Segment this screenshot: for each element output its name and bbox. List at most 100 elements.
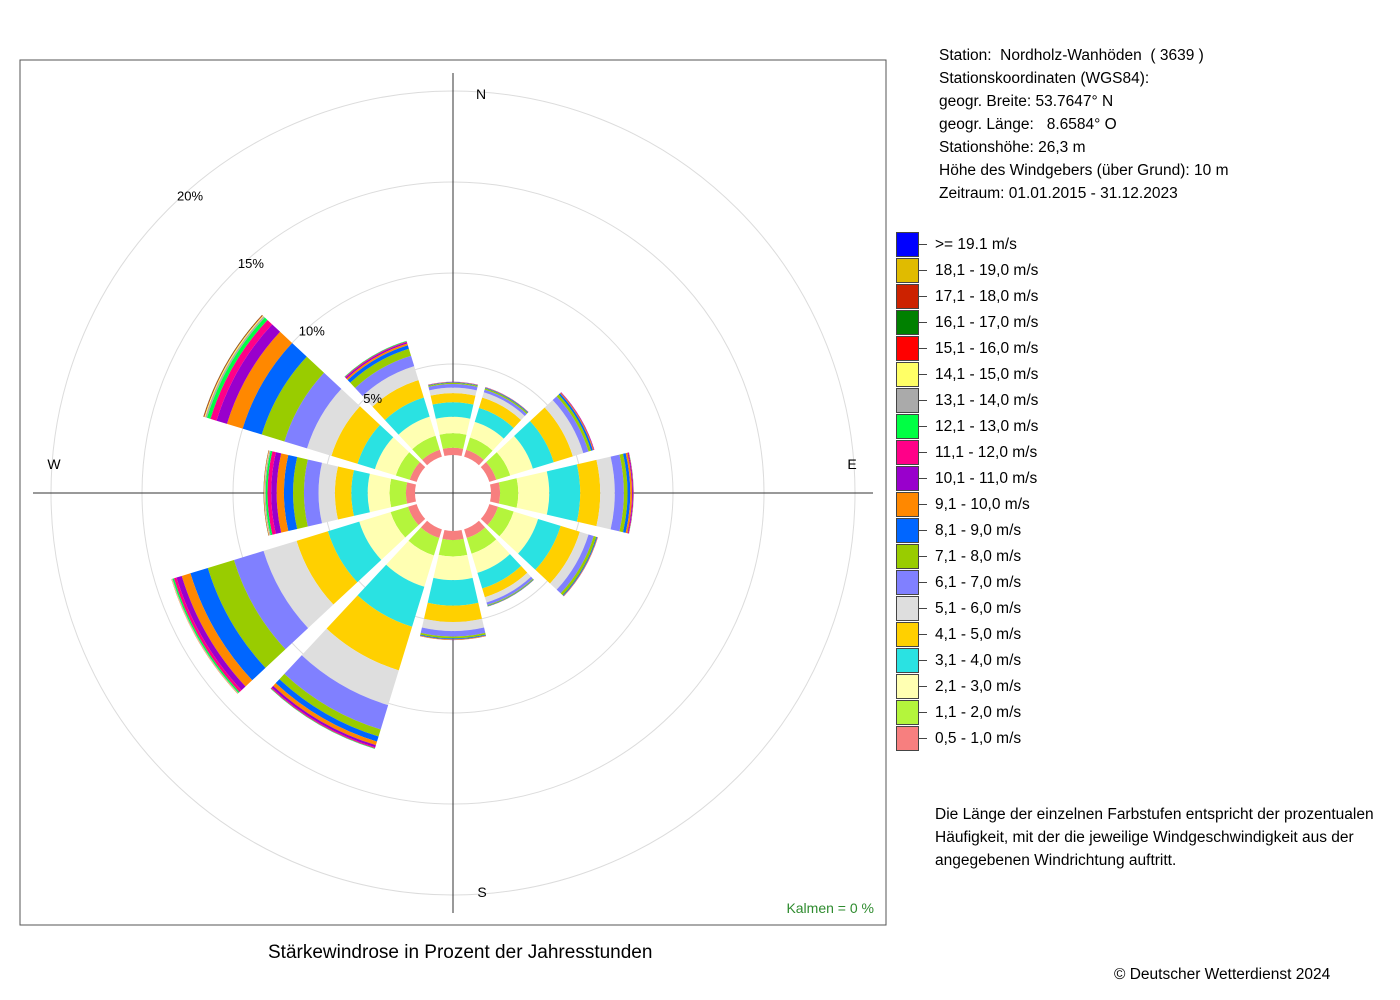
segment-210-0 xyxy=(420,520,442,539)
legend-swatch xyxy=(896,622,919,647)
legend-label: >= 19.1 m/s xyxy=(935,236,1017,253)
segment-30-5 xyxy=(482,392,525,420)
segment-240-0 xyxy=(407,504,426,526)
legend-tick xyxy=(919,322,927,323)
station-info: Station: Nordholz-Wanhöden ( 3639 ) Stat… xyxy=(939,44,1228,205)
legend-label: 7,1 - 8,0 m/s xyxy=(935,548,1022,565)
legend-swatch xyxy=(896,726,919,751)
legend-label: 8,1 - 9,0 m/s xyxy=(935,522,1022,539)
segment-270-6 xyxy=(303,459,322,527)
segment-0-8 xyxy=(428,382,478,386)
legend-label: 3,1 - 4,0 m/s xyxy=(935,652,1022,669)
segment-270-2 xyxy=(367,473,392,513)
segment-270-9 xyxy=(276,453,289,533)
segment-90-2 xyxy=(516,471,550,515)
wedge-150 xyxy=(464,520,535,607)
segment-180-6 xyxy=(420,627,486,637)
ring-label-20: 20% xyxy=(177,188,203,203)
segment-90-9 xyxy=(625,452,633,534)
compass-N: N xyxy=(476,86,486,102)
segment-210-5 xyxy=(301,628,399,706)
segment-120-5 xyxy=(550,531,589,590)
segment-30-6 xyxy=(483,389,527,416)
legend-label: 0,5 - 1,0 m/s xyxy=(935,730,1022,747)
legend-tick xyxy=(919,686,927,687)
segment-120-3 xyxy=(518,519,561,570)
segment-330-8 xyxy=(347,345,409,383)
wedge-120 xyxy=(480,504,598,597)
legend-swatch xyxy=(896,362,919,387)
segment-60-5 xyxy=(544,400,584,457)
segment-300-7 xyxy=(261,356,325,442)
wedge-270 xyxy=(263,450,416,536)
segment-0-7 xyxy=(428,382,478,387)
segment-60-1 xyxy=(486,452,511,480)
segment-270-12 xyxy=(265,450,273,536)
ring-label-15: 15% xyxy=(238,256,264,271)
segment-270-11 xyxy=(267,451,276,535)
segment-180-4 xyxy=(423,602,483,622)
segment-210-4 xyxy=(326,595,413,671)
segment-270-8 xyxy=(283,454,298,532)
wedge-0 xyxy=(427,381,479,456)
wedge-300 xyxy=(203,314,426,482)
segment-150-2 xyxy=(471,539,510,573)
segment-120-1 xyxy=(487,506,514,537)
segment-240-5 xyxy=(263,540,334,629)
segment-0-2 xyxy=(435,416,471,435)
segment-90-11 xyxy=(628,452,634,534)
legend-label: 2,1 - 3,0 m/s xyxy=(935,678,1022,695)
segment-90-12 xyxy=(628,452,634,534)
ring-label-5: 5% xyxy=(363,391,382,406)
legend-swatch xyxy=(896,232,919,257)
segment-300-0 xyxy=(409,462,426,482)
segment-270-5 xyxy=(318,462,338,524)
legend-swatch xyxy=(896,492,919,517)
legend-swatch xyxy=(896,336,919,361)
segment-300-11 xyxy=(210,319,273,421)
segment-270-15 xyxy=(263,450,269,536)
segment-300-12 xyxy=(206,317,268,419)
segment-90-4 xyxy=(576,459,601,527)
station-name: Station: Nordholz-Wanhöden ( 3639 ) xyxy=(939,47,1204,64)
segment-270-7 xyxy=(293,457,308,529)
segment-240-10 xyxy=(176,575,246,691)
segment-30-3 xyxy=(474,407,514,439)
segment-0-10 xyxy=(427,381,479,385)
segment-300-9 xyxy=(226,331,293,429)
segment-150-3 xyxy=(477,554,522,589)
ring-labels: 5% 10% 15% 20% xyxy=(177,188,383,406)
segment-180-0 xyxy=(442,530,464,541)
anemometer-height: Höhe des Windgebers (über Grund): 10 m xyxy=(939,162,1229,179)
legend-tick xyxy=(919,348,927,349)
legend-swatch xyxy=(896,414,919,439)
segment-0-4 xyxy=(430,393,476,405)
legend-swatch xyxy=(896,518,919,543)
legend-tick xyxy=(919,296,927,297)
segment-180-8 xyxy=(420,634,486,640)
segment-90-0 xyxy=(490,482,501,504)
segment-210-2 xyxy=(386,540,434,587)
segment-0-6 xyxy=(428,384,478,391)
segment-90-3 xyxy=(546,464,581,522)
legend-label: 6,1 - 7,0 m/s xyxy=(935,574,1022,591)
station-latitude: geogr. Breite: 53.7647° N xyxy=(939,93,1114,110)
ring-label-10: 10% xyxy=(299,324,325,339)
segment-240-8 xyxy=(190,567,266,681)
segment-330-5 xyxy=(362,366,419,407)
segment-330-4 xyxy=(372,380,424,420)
segment-180-3 xyxy=(427,577,479,606)
legend-label: 13,1 - 14,0 m/s xyxy=(935,392,1039,409)
segment-270-10 xyxy=(271,452,282,534)
segment-300-3 xyxy=(357,424,394,470)
segment-180-1 xyxy=(438,538,468,557)
legend-label: 14,1 - 15,0 m/s xyxy=(935,366,1039,383)
segment-0-3 xyxy=(432,402,474,419)
segment-120-6 xyxy=(556,534,594,594)
legend-tick xyxy=(919,608,927,609)
segment-90-8 xyxy=(623,453,631,533)
segment-60-3 xyxy=(514,421,554,469)
segment-120-7 xyxy=(560,536,597,596)
segment-120-0 xyxy=(480,504,499,526)
